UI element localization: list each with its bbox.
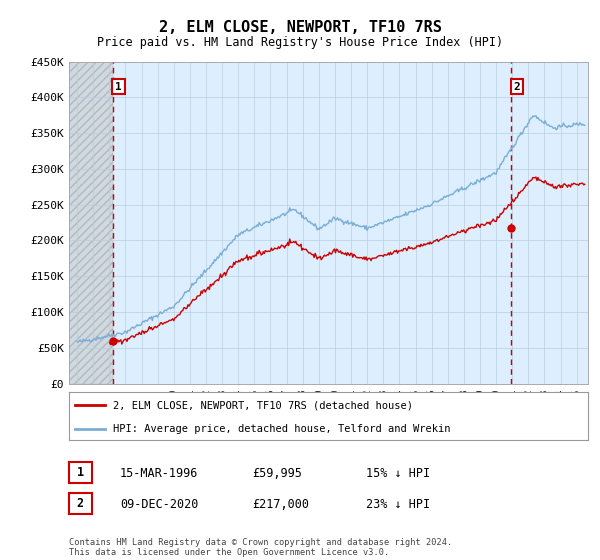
Text: Price paid vs. HM Land Registry's House Price Index (HPI): Price paid vs. HM Land Registry's House … bbox=[97, 36, 503, 49]
Text: £217,000: £217,000 bbox=[252, 497, 309, 511]
Text: HPI: Average price, detached house, Telford and Wrekin: HPI: Average price, detached house, Telf… bbox=[113, 424, 451, 434]
Text: 2: 2 bbox=[514, 82, 520, 92]
Text: 1: 1 bbox=[115, 82, 122, 92]
Text: 2: 2 bbox=[77, 497, 84, 510]
Text: 2, ELM CLOSE, NEWPORT, TF10 7RS (detached house): 2, ELM CLOSE, NEWPORT, TF10 7RS (detache… bbox=[113, 400, 413, 410]
Text: 15% ↓ HPI: 15% ↓ HPI bbox=[366, 466, 430, 480]
Text: 09-DEC-2020: 09-DEC-2020 bbox=[120, 497, 199, 511]
Text: 2, ELM CLOSE, NEWPORT, TF10 7RS: 2, ELM CLOSE, NEWPORT, TF10 7RS bbox=[158, 20, 442, 35]
Text: 23% ↓ HPI: 23% ↓ HPI bbox=[366, 497, 430, 511]
Text: £59,995: £59,995 bbox=[252, 466, 302, 480]
Text: 1: 1 bbox=[77, 466, 84, 479]
Text: 15-MAR-1996: 15-MAR-1996 bbox=[120, 466, 199, 480]
Text: Contains HM Land Registry data © Crown copyright and database right 2024.
This d: Contains HM Land Registry data © Crown c… bbox=[69, 538, 452, 557]
Bar bbox=[69, 62, 113, 384]
